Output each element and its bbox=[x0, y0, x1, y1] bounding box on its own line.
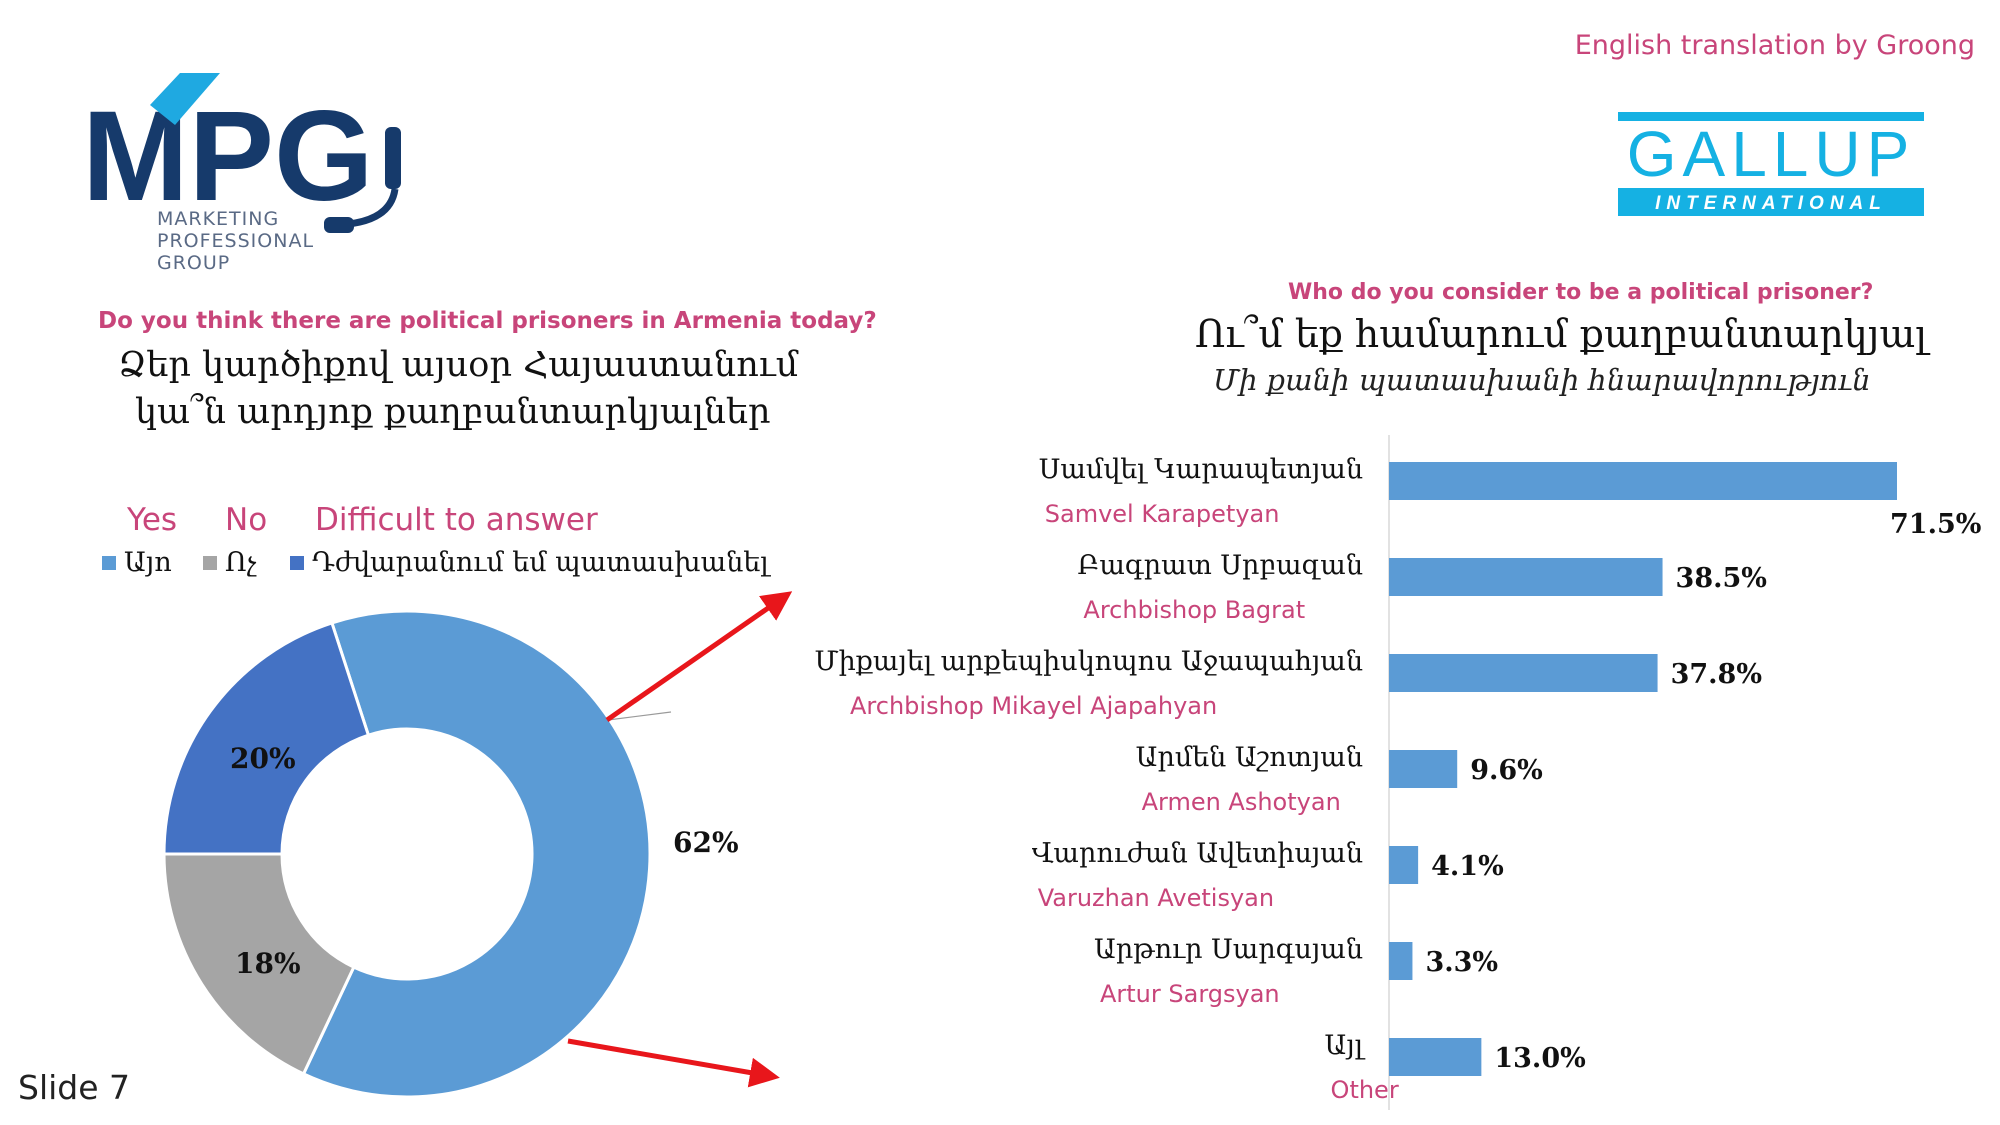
left-question-english: Do you think there are political prisone… bbox=[98, 308, 877, 334]
legend-swatch-no bbox=[203, 555, 217, 570]
bar-label-armenian: Արմեն Աշոտյան bbox=[1135, 742, 1363, 773]
legend-en-yes: Yes bbox=[127, 502, 178, 538]
gallup-logo-text: GALLUP bbox=[1627, 118, 1916, 190]
bar-label-english: Artur Sargsyan bbox=[1099, 980, 1280, 1008]
slide-number: Slide 7 bbox=[18, 1068, 131, 1107]
bar-label-armenian: Վարուժան Ավետիսյան bbox=[1031, 838, 1363, 869]
legend-label-yes: Այո bbox=[124, 547, 172, 578]
arrow-up bbox=[605, 591, 793, 723]
bar-label-armenian: Միքայել արքեպիսկոպոս Աջապահյան bbox=[814, 646, 1363, 677]
bar-value-label: 13.0% bbox=[1494, 1043, 1585, 1074]
arrow-down bbox=[567, 1038, 780, 1088]
donut-leader-line bbox=[607, 711, 672, 721]
donut-slice-difficult bbox=[162, 621, 371, 856]
bar-value-label: 9.6% bbox=[1470, 755, 1543, 786]
translation-credit: English translation by Groong bbox=[1574, 30, 1975, 61]
gallup-logo-subtext: INTERNATIONAL bbox=[1655, 193, 1887, 214]
bar bbox=[1389, 750, 1458, 788]
donut-label-difficult: 20% bbox=[230, 742, 296, 775]
legend-swatch-yes bbox=[102, 555, 116, 570]
mpg-logo-subtitle: MARKETING PROFESSIONAL GROUP bbox=[157, 208, 314, 274]
bar bbox=[1389, 654, 1658, 692]
mpg-subtitle-line: GROUP bbox=[157, 252, 231, 274]
right-question-armenian: Ու՞մ եք համարում քաղբանտարկյալ bbox=[1195, 312, 1927, 356]
legend-label-difficult: Դժվարանում եմ պատասխանել bbox=[312, 547, 769, 578]
right-question-english: Who do you consider to be a political pr… bbox=[1288, 280, 1874, 305]
bar-value-label: 3.3% bbox=[1425, 947, 1498, 978]
bar-label-armenian: Սամվել Կարապետյան bbox=[1038, 454, 1363, 485]
bar-label-armenian: Արթուր Սարգսյան bbox=[1093, 934, 1363, 965]
donut-label-yes: 62% bbox=[673, 826, 739, 859]
bar-label-english: Armen Ashotyan bbox=[1141, 788, 1341, 816]
bar bbox=[1389, 846, 1419, 884]
headset-icon bbox=[385, 127, 401, 189]
left-question-armenian-line2: կա՞ն արդյոք քաղբանտարկյալներ bbox=[135, 392, 771, 432]
donut-label-no: 18% bbox=[235, 947, 301, 980]
legend-item-difficult: Դժվարանում եմ պատասխանել bbox=[290, 547, 769, 578]
bar bbox=[1389, 462, 1897, 500]
bar-label-english: Archbishop Bagrat bbox=[1083, 596, 1306, 624]
bar bbox=[1389, 1038, 1482, 1076]
bar-value-label: 4.1% bbox=[1431, 851, 1504, 882]
legend-en-difficult: Difficult to answer bbox=[315, 502, 598, 538]
mpg-subtitle-line: MARKETING bbox=[157, 208, 280, 230]
legend-label-no: Ոչ bbox=[225, 547, 257, 578]
mpg-logo: MPG bbox=[82, 73, 401, 233]
bar-label-english: Samvel Karapetyan bbox=[1044, 500, 1280, 528]
right-question-subtitle: Մի քանի պատասխանի հնարավորություն bbox=[1213, 363, 1871, 397]
donut-slice-no bbox=[162, 852, 356, 1076]
legend-item-yes: Այո bbox=[102, 547, 172, 578]
bar bbox=[1389, 942, 1413, 980]
bar bbox=[1389, 558, 1663, 596]
mpg-logo-text: MPG bbox=[82, 85, 374, 228]
bar-label-english: Archbishop Mikayel Ajapahyan bbox=[850, 692, 1218, 720]
bar-label-english: Varuzhan Avetisyan bbox=[1037, 884, 1275, 912]
bar-label-armenian: Բագրատ Սրբազան bbox=[1077, 550, 1363, 581]
bar-value-label: 37.8% bbox=[1671, 659, 1762, 690]
donut-slice-yes bbox=[301, 609, 652, 1099]
mpg-subtitle-line: PROFESSIONAL bbox=[157, 230, 315, 252]
legend-en-no: No bbox=[225, 502, 268, 538]
bar-label-english: Other bbox=[1330, 1076, 1399, 1104]
bar-value-label: 71.5% bbox=[1890, 509, 1981, 540]
legend-swatch-difficult bbox=[290, 555, 304, 570]
bar-value-label: 38.5% bbox=[1676, 563, 1767, 594]
legend-item-no: Ոչ bbox=[203, 547, 256, 578]
bar-label-armenian: Այլ bbox=[1324, 1030, 1363, 1061]
gallup-logo: GALLUP INTERNATIONAL bbox=[1618, 112, 1924, 216]
checkmark-icon bbox=[150, 73, 220, 125]
left-question-armenian-line1: Ձեր կարծիքով այսօր Հայաստանում bbox=[118, 345, 799, 385]
